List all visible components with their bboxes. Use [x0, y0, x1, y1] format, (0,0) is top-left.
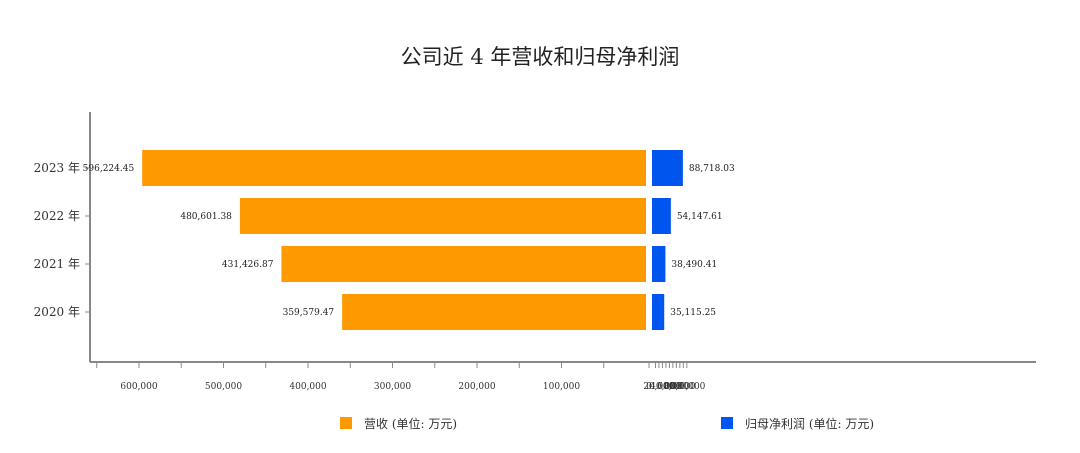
- net-profit-bar: [652, 246, 666, 282]
- x-tick-label-net-profit: 60,000: [657, 382, 689, 392]
- x-tick-label-revenue: 600,000: [120, 382, 157, 392]
- y-tick-label: 2023 年: [34, 161, 80, 175]
- revenue-data-label: 359,579.47: [283, 308, 335, 318]
- legend: 营收 (单位: 万元) 归母净利润 (单位: 万元): [340, 416, 874, 431]
- x-tick-label-net-profit: 100,000: [668, 382, 705, 392]
- legend-label-net-profit: 归母净利润 (单位: 万元): [745, 416, 874, 431]
- x-tick-label-net-profit: 80,000: [664, 382, 696, 392]
- y-tick-label: 2022 年: [34, 209, 80, 223]
- revenue-bar: [142, 150, 646, 186]
- x-tick-label-revenue: 300,000: [374, 382, 411, 392]
- bars: 596,224.45 88,718.03 480,601.38 54,147.61 43…: [83, 150, 735, 330]
- net-profit-data-label: 35,115.25: [670, 308, 716, 318]
- x-tick-label-revenue: 500,000: [205, 382, 242, 392]
- revenue-bar: [342, 294, 646, 330]
- net-profit-bar: [652, 294, 665, 330]
- net-profit-bar: [652, 150, 683, 186]
- revenue-data-label: 431,426.87: [222, 260, 274, 270]
- x-tick-label-revenue: 400,000: [289, 382, 326, 392]
- net-profit-data-label: 88,718.03: [689, 164, 735, 174]
- net-profit-data-label: 54,147.61: [677, 212, 723, 222]
- chart-title: 公司近 4 年营收和归母净利润: [401, 45, 680, 69]
- axes: 2023 年 2022 年 2021 年 2020 年 600,000 500,000 40…: [34, 112, 1036, 392]
- revenue-data-label: 480,601.38: [180, 212, 232, 222]
- revenue-bar: [239, 198, 646, 234]
- legend-label-revenue: 营收 (单位: 万元): [364, 416, 457, 431]
- x-tick-label-revenue: 200,000: [458, 382, 495, 392]
- legend-swatch-revenue: [340, 417, 352, 429]
- x-tick-label-revenue: 100,000: [543, 382, 580, 392]
- revenue-data-label: 596,224.45: [83, 164, 135, 174]
- net-profit-data-label: 38,490.41: [671, 260, 717, 270]
- y-tick-label: 2021 年: [34, 257, 80, 271]
- net-profit-bar: [652, 198, 671, 234]
- x-tick-label-zero: 0: [646, 382, 652, 392]
- legend-swatch-net-profit: [721, 417, 733, 429]
- y-tick-label: 2020 年: [34, 305, 80, 319]
- x-tick-label-net-profit: 20,000: [643, 382, 675, 392]
- x-tick-label-net-profit: 40,000: [650, 382, 682, 392]
- revenue-bar: [281, 246, 646, 282]
